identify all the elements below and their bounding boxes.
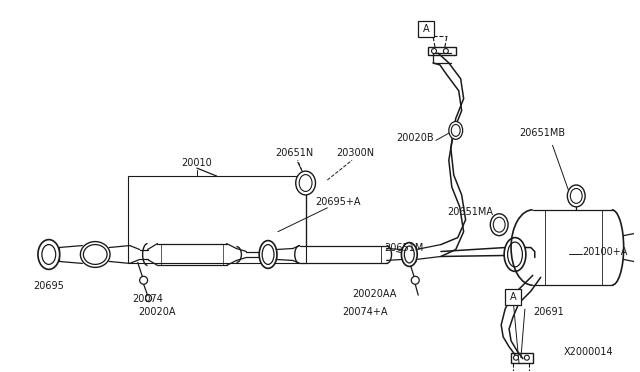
Ellipse shape [140, 276, 148, 284]
Text: 20020B: 20020B [396, 133, 434, 143]
Bar [428, 47, 456, 55]
Text: 20651M: 20651M [385, 243, 424, 253]
Ellipse shape [524, 355, 529, 360]
Text: A: A [423, 24, 429, 34]
Ellipse shape [449, 122, 463, 140]
Text: 20010: 20010 [182, 158, 212, 168]
Text: 20020A: 20020A [139, 307, 176, 317]
Ellipse shape [513, 355, 518, 360]
Ellipse shape [259, 241, 277, 268]
Ellipse shape [38, 240, 60, 269]
Text: X2000014: X2000014 [564, 347, 614, 357]
Text: 20695+A: 20695+A [316, 197, 361, 207]
Text: 20651MA: 20651MA [447, 207, 493, 217]
Ellipse shape [145, 295, 152, 302]
Ellipse shape [431, 48, 436, 54]
Ellipse shape [490, 214, 508, 235]
Text: 20695: 20695 [33, 281, 64, 291]
Ellipse shape [412, 276, 419, 284]
Text: 20074: 20074 [132, 294, 163, 304]
Ellipse shape [444, 48, 449, 54]
Bar [128, 176, 306, 263]
Text: A: A [509, 292, 516, 302]
Text: 20300N: 20300N [336, 148, 374, 158]
Text: 20651N: 20651N [276, 148, 314, 158]
Bar [505, 289, 521, 305]
Text: 20651MB: 20651MB [520, 128, 566, 138]
Text: 20100+A: 20100+A [582, 247, 628, 257]
Text: 20074+A: 20074+A [342, 307, 388, 317]
Ellipse shape [504, 238, 526, 271]
Bar [418, 21, 434, 37]
Ellipse shape [401, 243, 417, 266]
Ellipse shape [567, 185, 585, 207]
Ellipse shape [296, 171, 316, 195]
Bar [511, 353, 532, 363]
Text: 20691: 20691 [532, 307, 564, 317]
Text: 20020AA: 20020AA [353, 289, 397, 299]
Ellipse shape [81, 241, 110, 267]
